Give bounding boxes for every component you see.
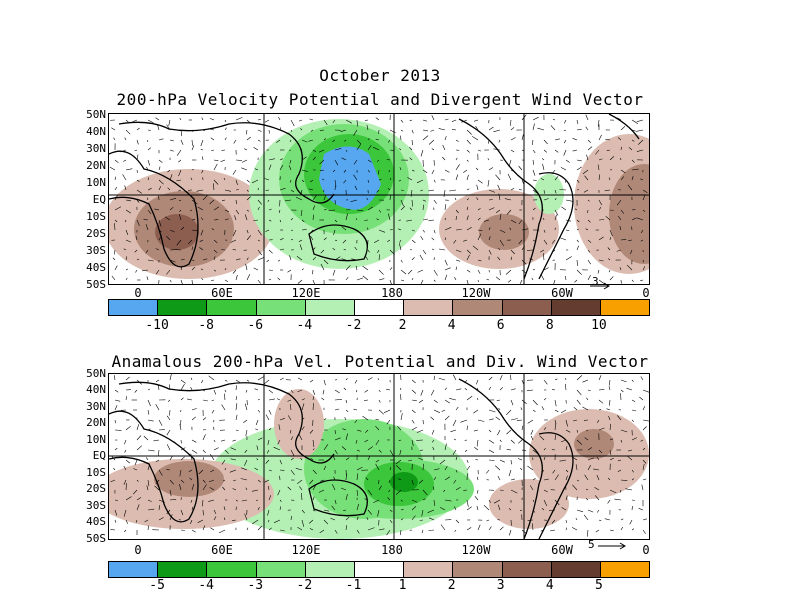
- lat-label: 20S: [86, 227, 106, 240]
- lon-label: 120W: [461, 543, 491, 557]
- colorbar-tick-label: -8: [198, 318, 214, 333]
- lon-label: 0: [134, 286, 142, 300]
- lat-label: 30N: [86, 142, 106, 155]
- colorbar-tick-label: -1: [345, 578, 362, 593]
- lon-label: 0: [134, 543, 142, 557]
- colorbar-tick-label: -5: [149, 578, 165, 593]
- colorbar-swatch: [502, 300, 552, 315]
- lon-label: 120E: [291, 286, 321, 300]
- reference-vector-value: 3: [592, 275, 599, 288]
- colorbar-swatch: [600, 300, 650, 315]
- colorbar-swatch: [305, 300, 355, 315]
- lat-label: 10S: [86, 466, 106, 479]
- colorbar-swatch: [453, 300, 503, 315]
- colorbar-swatch: [551, 300, 601, 315]
- bottom-anomaly-map: [108, 373, 650, 540]
- colorbar-swatch: [158, 300, 208, 315]
- lat-label: 40N: [86, 125, 106, 138]
- lon-label: 120W: [461, 286, 491, 300]
- colorbar-tick-label: 5: [594, 578, 603, 593]
- colorbar-swatch: [256, 300, 306, 315]
- lon-label: 0: [642, 286, 650, 300]
- colorbar-swatch: [305, 562, 355, 577]
- colorbar-tick-label: -2: [296, 578, 313, 593]
- lat-label: 30N: [86, 400, 106, 413]
- colorbar-tick-label: -4: [198, 578, 214, 593]
- lon-label: 60E: [211, 543, 233, 557]
- colorbar-swatch: [502, 562, 552, 577]
- lat-label: 50N: [86, 367, 106, 380]
- bottom-panel-title: Anamalous 200-hPa Vel. Potential and Div…: [111, 352, 649, 371]
- colorbar-tick-label: 2: [447, 578, 456, 593]
- colorbar-swatch: [158, 562, 208, 577]
- lat-label: EQ: [92, 193, 106, 206]
- lat-label: 20S: [86, 482, 106, 495]
- lat-label: 10S: [86, 210, 106, 223]
- reference-arrow-icon: [590, 282, 610, 290]
- colorbar-swatch: [109, 562, 159, 577]
- colorbar-swatch: [207, 562, 257, 577]
- lon-label: 60W: [551, 286, 573, 300]
- lat-label: 50N: [86, 108, 106, 121]
- lat-label: 20N: [86, 159, 106, 172]
- top-reference-vector: 3: [590, 275, 612, 293]
- colorbar-tick-label: 1: [398, 578, 407, 593]
- colorbar-swatch: [109, 300, 159, 315]
- colorbar-tick-label: -3: [247, 578, 264, 593]
- lat-label: 50S: [86, 278, 106, 291]
- colorbar-swatch: [354, 300, 405, 315]
- colorbar-tick-label: 10: [591, 318, 607, 333]
- lat-label: 10N: [86, 176, 106, 189]
- lon-label: 120E: [291, 543, 321, 557]
- lat-label: 40S: [86, 515, 106, 528]
- colorbar-tick-label: -2: [345, 318, 362, 333]
- top-panel-title: 200-hPa Velocity Potential and Divergent…: [116, 90, 644, 109]
- lat-label: 20N: [86, 416, 106, 429]
- colorbar-swatch: [207, 300, 257, 315]
- reference-arrow-icon: [598, 542, 626, 550]
- colorbar-tick-label: 3: [496, 578, 505, 593]
- lon-label: 0: [642, 543, 650, 557]
- lat-label: 50S: [86, 532, 106, 545]
- colorbar-tick-label: 6: [496, 318, 505, 333]
- colorbar-tick-label: -6: [247, 318, 264, 333]
- colorbar-swatch: [404, 300, 454, 315]
- figure-month-title: October 2013: [319, 66, 441, 85]
- lat-label: 30S: [86, 244, 106, 257]
- colorbar-tick-label: 4: [447, 318, 456, 333]
- colorbar-swatch: [453, 562, 503, 577]
- colorbar-tick-label: 4: [545, 578, 554, 593]
- lat-label: 40N: [86, 383, 106, 396]
- colorbar-tick-label: -10: [145, 318, 169, 333]
- lon-label: 180: [381, 543, 403, 557]
- colorbar-tick-label: 2: [398, 318, 407, 333]
- bottom-reference-vector: 5: [588, 538, 628, 553]
- colorbar-swatch: [551, 562, 601, 577]
- bottom-colorbar: [108, 561, 650, 578]
- colorbar-tick-label: -4: [296, 318, 313, 333]
- reference-vector-value: 5: [588, 538, 595, 551]
- lat-label: 40S: [86, 261, 106, 274]
- colorbar-swatch: [354, 562, 405, 577]
- top-velocity-potential-map: [108, 113, 650, 285]
- lon-label: 60W: [551, 543, 573, 557]
- top-colorbar: [108, 299, 650, 316]
- lat-label: 10N: [86, 433, 106, 446]
- lat-label: EQ: [92, 449, 106, 462]
- lat-label: 30S: [86, 499, 106, 512]
- colorbar-swatch: [404, 562, 454, 577]
- lon-label: 60E: [211, 286, 233, 300]
- colorbar-swatch: [600, 562, 650, 577]
- colorbar-swatch: [256, 562, 306, 577]
- lon-label: 180: [381, 286, 403, 300]
- colorbar-tick-label: 8: [545, 318, 554, 333]
